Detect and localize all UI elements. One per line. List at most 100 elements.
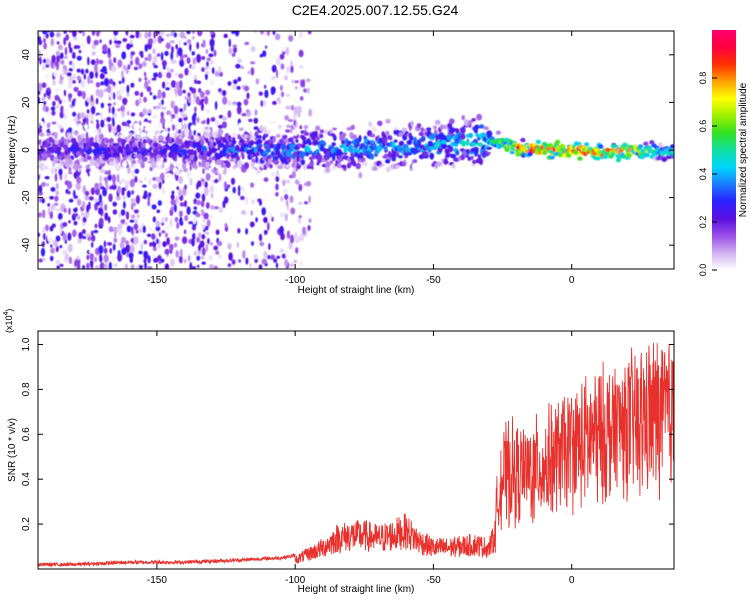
spectrogram-cell <box>175 195 179 205</box>
spectrogram-cell <box>152 177 157 181</box>
spectrogram-cell <box>121 187 127 191</box>
spectrogram-cell <box>128 160 132 166</box>
spectrogram-cell <box>264 144 270 148</box>
spectrogram-cell <box>281 253 287 259</box>
spectrogram-cell <box>336 148 343 156</box>
spectrogram-cell <box>253 126 259 131</box>
spectrogram-cell <box>206 219 211 228</box>
spectrogram-cell <box>179 31 185 39</box>
spectrogram-cell <box>290 207 296 215</box>
spectrogram-cell <box>393 126 398 130</box>
spectrogram-cell <box>245 196 248 205</box>
spectrogram-cell <box>250 61 256 65</box>
spectrogram-cell <box>47 203 51 207</box>
spectrogram-cell <box>47 232 51 242</box>
spectrogram-cell <box>157 121 162 129</box>
spectrogram-cell <box>445 153 451 158</box>
spectrogram-cell <box>253 262 257 269</box>
spectrogram-cell <box>203 131 210 139</box>
snr-x-tick-label: -50 <box>426 575 441 586</box>
spectrogram-cell <box>267 129 271 135</box>
spectrogram-cell <box>361 112 365 120</box>
spectrogram-cell <box>237 134 241 140</box>
spectrogram-cell <box>203 212 209 220</box>
spectrogram-cell <box>38 185 43 193</box>
spectrogram-cell <box>301 143 306 149</box>
spectrogram-cell <box>218 206 223 214</box>
spectrogram-cell <box>117 185 122 194</box>
spectrogram-cell <box>235 155 241 161</box>
spectrogram-cell <box>46 122 51 129</box>
spectrogram-cell <box>294 86 298 90</box>
spectrogram-cell <box>429 152 435 160</box>
spectrogram-cell <box>211 148 218 152</box>
spectrogram-cell <box>485 151 491 155</box>
spectrogram-cell <box>308 218 312 223</box>
spectrogram-cell <box>113 31 119 36</box>
spectrogram-cell <box>55 235 61 242</box>
spectrogram-cell <box>215 229 220 235</box>
spectrogram-cell <box>148 227 152 231</box>
spectrogram-cell <box>257 173 263 177</box>
spectrogram-cell <box>67 243 73 253</box>
spectrogram-cell <box>98 149 103 156</box>
spectrogram-cell <box>209 214 214 220</box>
spectrogram-cell <box>85 68 89 74</box>
spectrogram-cell <box>86 35 91 45</box>
spectrogram-cell <box>356 120 361 125</box>
spectrogram-cell <box>88 196 94 201</box>
spectrogram-cell <box>118 80 122 85</box>
spectrogram-cell <box>306 78 311 83</box>
spectrogram-cell <box>264 89 269 99</box>
spectrogram-cell <box>371 133 375 138</box>
spectrogram-cell <box>53 132 58 139</box>
spectrogram-cell <box>308 140 312 146</box>
spectrogram-cell <box>406 151 413 156</box>
spectrogram-cell <box>165 232 168 238</box>
spectrogram-cell <box>211 168 215 173</box>
spectrogram-cell <box>94 223 98 229</box>
spectrogram-cell <box>208 254 213 261</box>
spectrogram-cell <box>53 239 59 248</box>
spectrogram-cell <box>98 182 103 188</box>
spectrogram-cell <box>109 39 112 45</box>
spectrogram-cell <box>143 102 148 109</box>
spectrogram-cell <box>204 126 209 131</box>
spectrogram-cell <box>183 42 187 46</box>
spectrogram-cell <box>303 88 308 93</box>
spectrogram-cell <box>308 162 315 167</box>
spectrogram-cell <box>170 51 174 61</box>
spectrogram-cell <box>82 265 85 269</box>
spectrogram-cell <box>102 44 108 53</box>
spectrogram-cell <box>235 63 241 69</box>
spectrogram-cell <box>180 135 185 139</box>
spectrogram-cell <box>89 170 94 175</box>
spectrogram-cell <box>178 153 183 158</box>
spectrogram-cell <box>275 33 281 41</box>
spectrogram-cell <box>254 258 258 264</box>
spectrogram-cell <box>331 154 336 162</box>
spectrogram-cell <box>290 104 295 111</box>
spectrogram-cell <box>395 152 400 157</box>
spectrogram-cell <box>136 264 140 269</box>
spectrogram-cell <box>60 59 65 65</box>
spectrogram-cell <box>50 106 56 111</box>
spectrogram-cell <box>112 226 118 234</box>
spectrogram-cell <box>205 70 210 75</box>
spectrogram-cell <box>254 31 257 34</box>
spectrogram-cell <box>41 31 48 35</box>
spectrogram-cell <box>86 254 90 260</box>
spectrogram-cell <box>306 180 312 187</box>
spectrogram-cell <box>577 156 583 161</box>
spectrogram-cell <box>99 175 103 183</box>
spectrogram-cell <box>271 64 277 73</box>
spectrogram-cell <box>276 97 281 103</box>
spectrogram-cell <box>76 215 81 220</box>
spectrogram-cell <box>197 31 203 37</box>
spectrogram-cell <box>338 155 344 162</box>
spectrogram-cell <box>137 141 142 148</box>
spectrogram-cell <box>49 211 53 220</box>
spectrogram-cell <box>46 183 50 187</box>
spectrogram-cell <box>133 66 139 71</box>
